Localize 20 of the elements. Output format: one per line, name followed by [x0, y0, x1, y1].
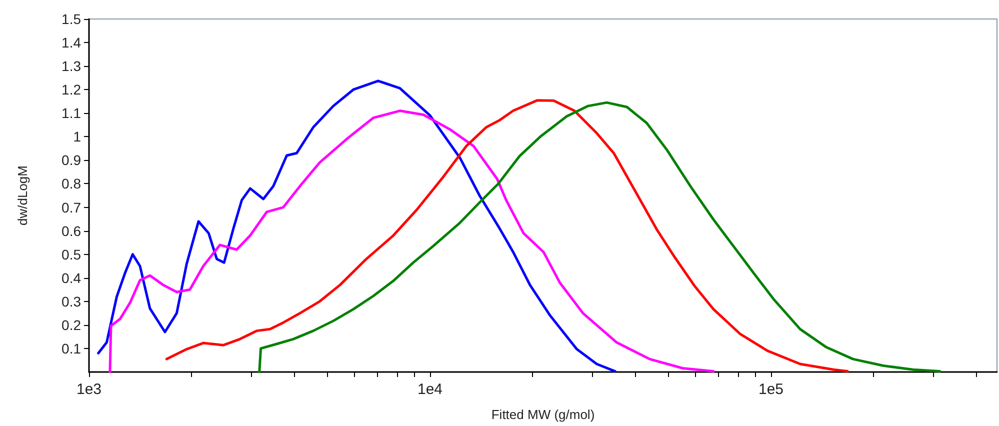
- y-tick-label: 0.5: [62, 246, 82, 262]
- x-tick-label: 1e3: [76, 381, 102, 398]
- y-tick-label: 1.1: [62, 105, 82, 122]
- y-tick-label: 1: [73, 128, 82, 145]
- y-tick-label: 0.2: [62, 316, 82, 333]
- y-tick-label: 0.9: [62, 152, 82, 168]
- y-tick-label: 1.3: [62, 58, 82, 74]
- y-tick-label: 0.8: [62, 176, 82, 192]
- x-axis-title: Fitted MW (g/mol): [491, 407, 595, 422]
- x-tick-label: 1e5: [758, 381, 784, 398]
- y-tick-label: 1.2: [62, 82, 82, 98]
- y-axis-title: dw/dLogM: [15, 166, 30, 226]
- y-tick-label: 0.3: [62, 293, 82, 310]
- y-tick-label: 1.5: [62, 11, 82, 27]
- y-tick-label: 1.4: [62, 34, 82, 51]
- y-tick-label: 0.4: [62, 270, 82, 286]
- y-tick-label: 0.1: [62, 340, 82, 356]
- y-tick-label: 0.7: [62, 199, 82, 216]
- x-tick-label: 1e4: [417, 381, 443, 398]
- y-tick-label: 0.6: [62, 222, 82, 239]
